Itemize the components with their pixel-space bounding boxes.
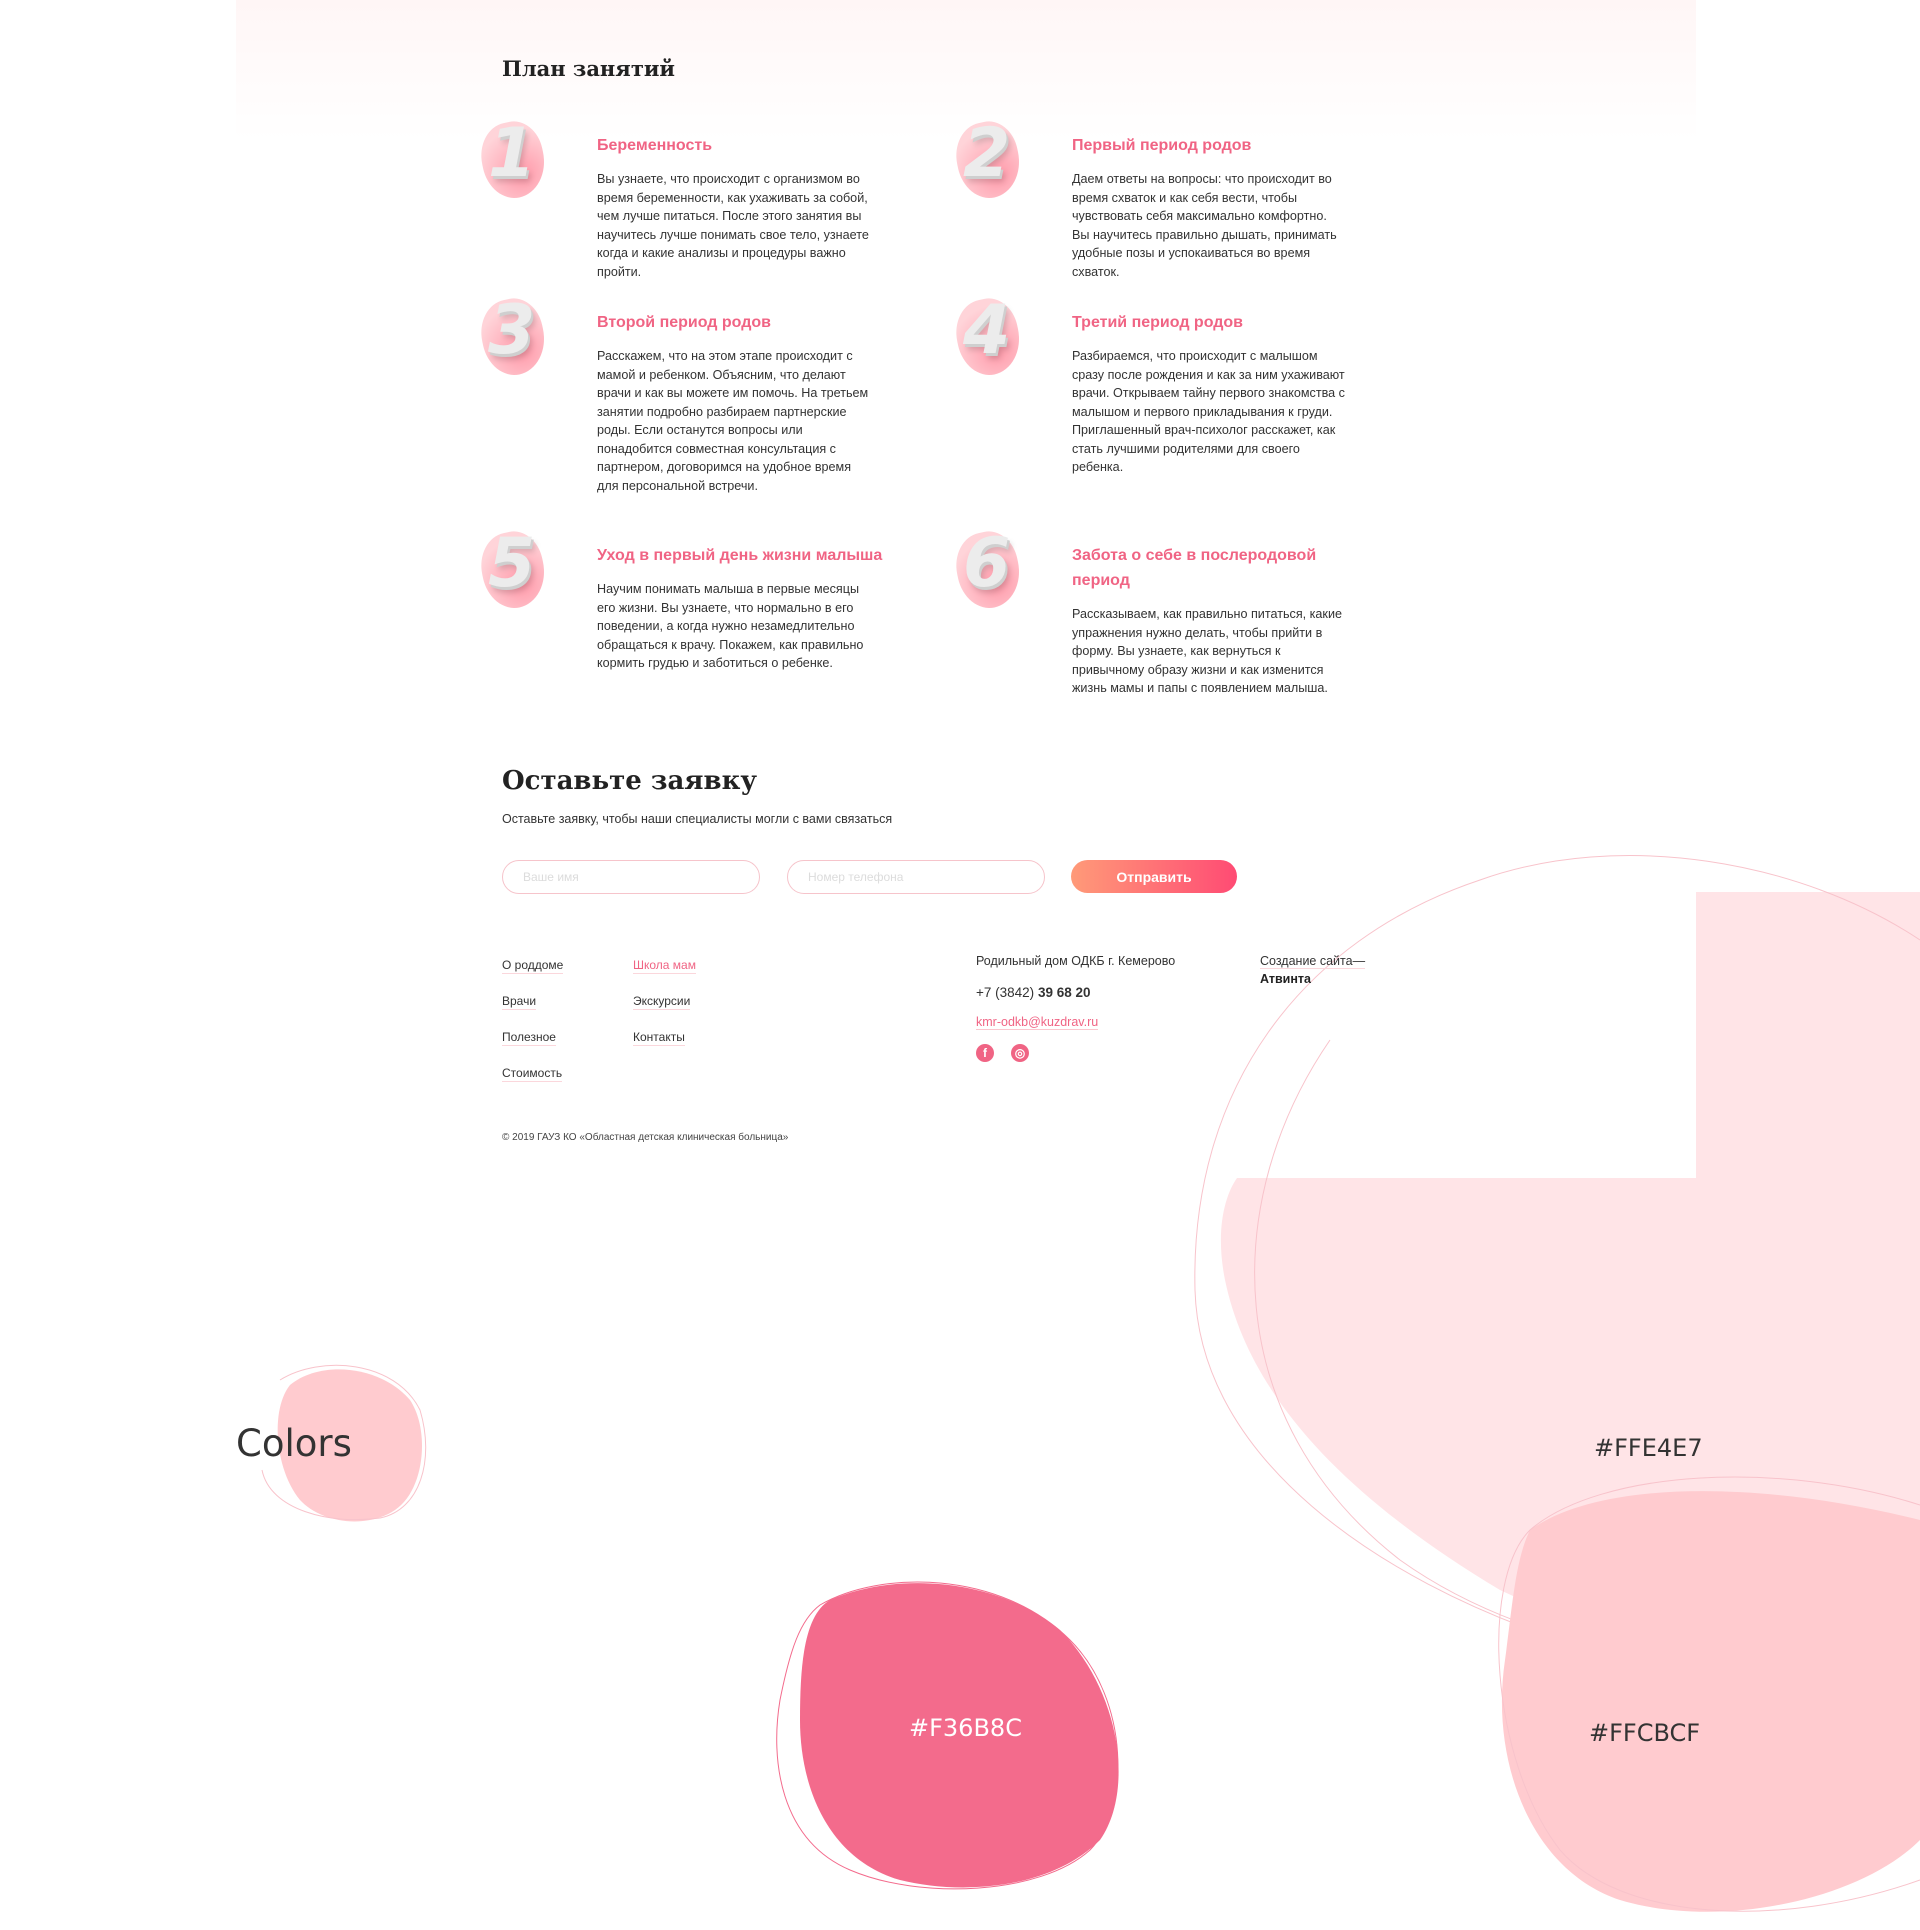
footer-link-contacts[interactable]: Контакты — [633, 1030, 685, 1046]
number-digit: 3 — [488, 291, 536, 370]
swatch-blob-f36b8c — [800, 1583, 1119, 1888]
plan-item: Забота о себе в послеродовой период Расск… — [1072, 543, 1372, 698]
number-digit: 5 — [488, 524, 536, 603]
credit-link[interactable]: Атвинта — [1260, 972, 1311, 986]
step-number-icon: 6 — [949, 524, 1029, 614]
section-top-band — [236, 0, 1696, 140]
instagram-icon[interactable]: ◎ — [1011, 1044, 1029, 1062]
copyright: © 2019 ГАУЗ КО «Областная детская клинич… — [502, 1132, 789, 1143]
plan-title: План занятий — [502, 56, 675, 81]
form-subtitle: Оставьте заявку, чтобы наши специалисты … — [502, 812, 893, 826]
swatch-label-ffcbcf: #FFCBCF — [1589, 1719, 1701, 1747]
org-name: Родильный дом ОДКБ г. Кемерово — [976, 954, 1176, 968]
swatch-label-f36b8c: #F36B8C — [909, 1714, 1022, 1742]
footer-link-doctors[interactable]: Врачи — [502, 994, 537, 1010]
name-input[interactable] — [502, 860, 760, 894]
plan-item-title: Беременность — [597, 137, 713, 154]
plan-item-title: Третий период родов — [1072, 314, 1244, 331]
step-number-icon: 5 — [474, 524, 554, 614]
plan-item-text: Разбираемся, что происходит с малышом ср… — [1072, 349, 1345, 474]
plan-item-text: Даем ответы на вопросы: что происходит в… — [1072, 172, 1337, 279]
facebook-icon[interactable]: f — [976, 1044, 994, 1062]
number-digit: 2 — [963, 114, 1011, 193]
number-digit: 6 — [963, 524, 1011, 603]
plan-item-title: Уход в первый день жизни малыша — [597, 547, 883, 564]
plan-item-text: Научим понимать малыша в первые месяцы е… — [597, 582, 864, 670]
step-number-icon: 4 — [949, 291, 1029, 381]
swatch-label-ffe4e7: #FFE4E7 — [1594, 1434, 1703, 1462]
plan-item: Третий период родов Разбираемся, что прои… — [1072, 310, 1372, 477]
swatch-blob-ffe4e7 — [1220, 892, 1920, 1686]
footer-link-school[interactable]: Школа мам — [633, 958, 696, 974]
form-title: Оставьте заявку — [502, 766, 757, 796]
phone-input[interactable] — [787, 860, 1045, 894]
credit-label: Создание сайта— — [1260, 954, 1366, 969]
step-number-icon: 2 — [949, 114, 1029, 204]
footer-link-price[interactable]: Стоимость — [502, 1066, 563, 1082]
swatch-blob-ffcbcf — [1501, 1491, 1920, 1912]
plan-item-text: Расскажем, что на этом этапе происходит … — [597, 349, 869, 493]
phone-prefix: +7 (3842) — [976, 985, 1035, 1000]
plan-item: Первый период родов Даем ответы на вопрос… — [1072, 133, 1372, 281]
number-digit: 1 — [488, 114, 536, 193]
plan-item: Беременность Вы узнаете, что происходит с… — [597, 133, 897, 281]
submit-button[interactable]: Отправить — [1071, 860, 1237, 893]
plan-item-title: Первый период родов — [1072, 137, 1252, 154]
footer-link-useful[interactable]: Полезное — [502, 1030, 556, 1046]
plan-item-text: Вы узнаете, что происходит с организмом … — [597, 172, 869, 279]
palette-title: Colors — [236, 1422, 352, 1465]
phone-number: 39 68 20 — [1037, 985, 1091, 1000]
footer-link-about[interactable]: О роддоме — [502, 958, 564, 974]
plan-item-title: Второй период родов — [597, 314, 772, 331]
phone[interactable]: +7 (3842) 39 68 20 — [976, 985, 1091, 1000]
step-number-icon: 3 — [474, 291, 554, 381]
number-digit: 4 — [963, 291, 1011, 370]
step-number-icon: 1 — [474, 114, 554, 204]
email-link[interactable]: kmr-odkb@kuzdrav.ru — [976, 1015, 1099, 1030]
colors-blob — [277, 1369, 422, 1522]
footer-link-tours[interactable]: Экскурсии — [633, 994, 691, 1010]
plan-item: Второй период родов Расскажем, что на это… — [597, 310, 897, 495]
plan-item-title: Забота о себе в послеродовой период — [1072, 547, 1317, 589]
plan-item: Уход в первый день жизни малыша Научим по… — [597, 543, 897, 673]
plan-item-text: Рассказываем, как правильно питаться, ка… — [1072, 607, 1342, 695]
